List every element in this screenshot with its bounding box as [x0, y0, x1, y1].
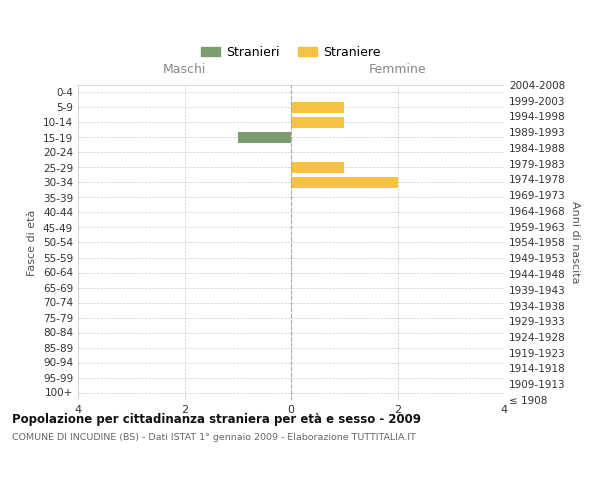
Text: Femmine: Femmine — [368, 62, 427, 76]
Text: COMUNE DI INCUDINE (BS) - Dati ISTAT 1° gennaio 2009 - Elaborazione TUTTITALIA.I: COMUNE DI INCUDINE (BS) - Dati ISTAT 1° … — [12, 432, 416, 442]
Y-axis label: Fasce di età: Fasce di età — [28, 210, 37, 276]
Y-axis label: Anni di nascita: Anni di nascita — [569, 201, 580, 284]
Bar — [291, 117, 344, 128]
Bar — [238, 132, 291, 143]
Text: Popolazione per cittadinanza straniera per età e sesso - 2009: Popolazione per cittadinanza straniera p… — [12, 412, 421, 426]
Bar — [291, 102, 344, 113]
Legend: Stranieri, Straniere: Stranieri, Straniere — [196, 41, 386, 64]
Bar — [291, 177, 398, 188]
Bar — [291, 162, 344, 173]
Text: Maschi: Maschi — [163, 62, 206, 76]
